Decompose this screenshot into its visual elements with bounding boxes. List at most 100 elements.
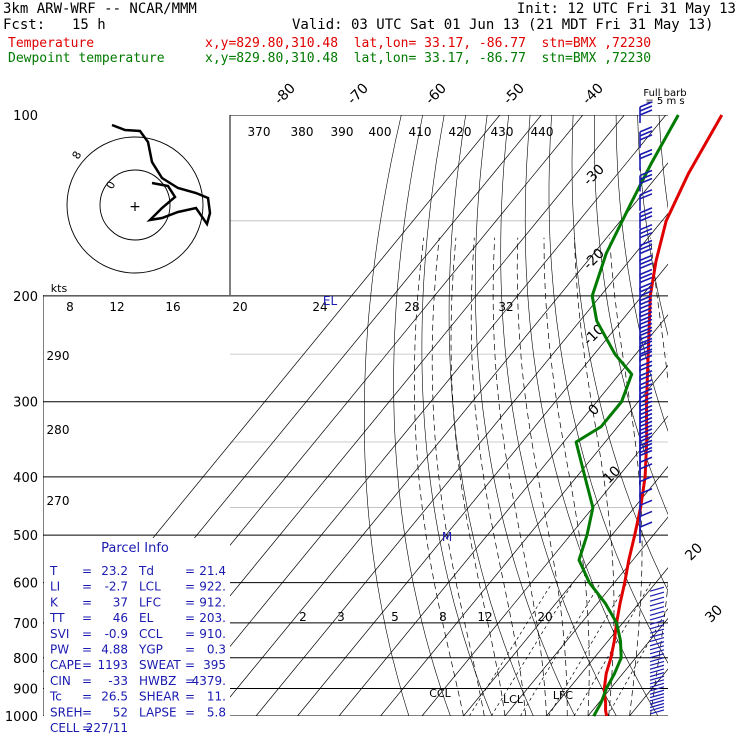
wind-barb-flag xyxy=(639,169,653,177)
isotherm xyxy=(297,263,668,716)
wind-barb-flag xyxy=(639,211,653,218)
theta-left-label: 270 xyxy=(47,494,70,508)
moist-adiabat xyxy=(431,237,485,716)
temperature-legend-label: Temperature xyxy=(8,36,95,51)
wind-barb-low xyxy=(649,649,665,655)
wind-barb-low xyxy=(649,653,665,659)
wind-barb-flag xyxy=(639,360,653,367)
wind-barb-low xyxy=(649,615,665,621)
parcel-eq: = xyxy=(185,658,195,672)
wind-barb-flag xyxy=(639,370,653,377)
ccl-marker: CCL xyxy=(429,687,451,700)
wind-barb-flag xyxy=(639,227,653,235)
wind-barb-flag xyxy=(639,392,653,399)
parcel-value: -33 xyxy=(108,674,128,688)
parcel-value: 4379. xyxy=(192,674,226,688)
wind-barb-flag xyxy=(639,348,653,355)
theta-left-label: 280 xyxy=(47,423,70,437)
pressure-label-500: 500 xyxy=(13,529,38,544)
pressure-label-600: 600 xyxy=(13,577,38,592)
wind-barb-low xyxy=(649,686,665,692)
parcel-eq: = xyxy=(82,674,92,688)
hodograph-ring-1 xyxy=(66,136,204,274)
pressure-label-800: 800 xyxy=(13,652,38,667)
moist-adiabat xyxy=(516,237,568,716)
wind-barb-flag xyxy=(639,282,653,289)
wind-barb-flag xyxy=(639,268,653,276)
wind-barb-low xyxy=(649,706,665,712)
wind-barb-low xyxy=(649,610,665,616)
moist-adiabat xyxy=(450,237,506,716)
parcel-label: HWBZ xyxy=(139,674,176,688)
wind-barb-flag xyxy=(639,463,653,470)
wind-barb-low xyxy=(649,702,665,709)
wind-barb-flag xyxy=(639,446,653,454)
theta-label: 410 xyxy=(409,125,432,139)
temp-label: -60 xyxy=(422,80,449,107)
hodograph-speed-label: 20 xyxy=(232,300,247,314)
wind-barb-flag xyxy=(639,404,653,412)
parcel-info-title: Parcel Info xyxy=(101,541,169,556)
lfc-marker: LFC xyxy=(553,689,573,702)
wind-barb-low xyxy=(649,645,665,651)
parcel-eq: = xyxy=(82,611,92,625)
wind-barb-flag xyxy=(639,243,653,251)
parcel-label: SWEAT xyxy=(139,658,181,672)
parcel-value: -2.7 xyxy=(105,580,128,594)
wind-barb-title: Full barb xyxy=(643,88,686,99)
parcel-eq: = xyxy=(185,611,195,625)
mixing-ratio-label: 8 xyxy=(439,610,447,624)
wind-barb-flag xyxy=(639,521,653,528)
parcel-label: LAPSE xyxy=(139,705,177,719)
moist-adiabat xyxy=(492,237,547,716)
moist-adiabat xyxy=(413,237,464,716)
wind-barb-flag xyxy=(639,487,653,495)
model-title: 3km ARW-WRF -- NCAR/MMM xyxy=(3,1,197,17)
wind-barb-flag xyxy=(639,326,653,334)
parcel-eq: = xyxy=(82,564,92,578)
dry-adiabat xyxy=(681,115,740,729)
wind-barb-flag xyxy=(639,475,653,483)
wind-barb-flag xyxy=(639,400,653,408)
pressure-label-100: 100 xyxy=(13,109,38,124)
wind-barb-low xyxy=(649,632,665,638)
parcel-eq: = xyxy=(82,595,92,609)
isotherm xyxy=(338,314,668,716)
wind-barb-flag xyxy=(639,207,653,214)
wind-barb xyxy=(639,239,653,262)
wind-barb-flag xyxy=(639,177,653,185)
wind-barb-flag xyxy=(639,510,653,518)
parcel-eq: = xyxy=(185,595,195,609)
wind-barb-flag xyxy=(639,322,653,330)
wind-barb-low xyxy=(649,628,665,634)
isotherm xyxy=(255,213,668,716)
valid-time: Valid: 03 UTC Sat 01 Jun 13 (21 MDT Fri … xyxy=(292,17,714,33)
temp-label: 10 xyxy=(600,463,624,487)
wind-barb-flag xyxy=(639,329,653,337)
temp-label: 30 xyxy=(702,602,726,626)
wind-barb-flag xyxy=(639,499,653,507)
parcel-label: YGP xyxy=(138,643,163,657)
wind-barb-flag xyxy=(639,302,653,310)
pressure-label-700: 700 xyxy=(13,617,38,632)
wind-barb-flag xyxy=(639,364,653,371)
dry-adiabat xyxy=(724,115,740,729)
parcel-value: 37 xyxy=(113,595,128,609)
mixing-ratio-label: 2 xyxy=(299,610,307,624)
wind-barb-flag xyxy=(639,311,653,318)
parcel-eq: = xyxy=(185,674,195,688)
parcel-label: SVI xyxy=(50,627,69,641)
dry-adiabat xyxy=(364,115,410,716)
parcel-eq: = xyxy=(185,705,195,719)
dry-adiabat xyxy=(594,115,668,515)
moist-adiabat xyxy=(609,237,643,716)
wind-barb-flag xyxy=(639,412,653,420)
wind-barb-flag xyxy=(639,193,653,200)
mixing-ratio-label: 5 xyxy=(391,610,399,624)
wind-barb-flag xyxy=(639,432,653,439)
dry-adiabat xyxy=(524,115,659,716)
mixing-ratio-label: 12 xyxy=(477,610,492,624)
parcel-eq: = xyxy=(185,690,195,704)
parcel-label: CCL xyxy=(139,627,163,641)
forecast-label: Fcst: xyxy=(3,17,46,33)
